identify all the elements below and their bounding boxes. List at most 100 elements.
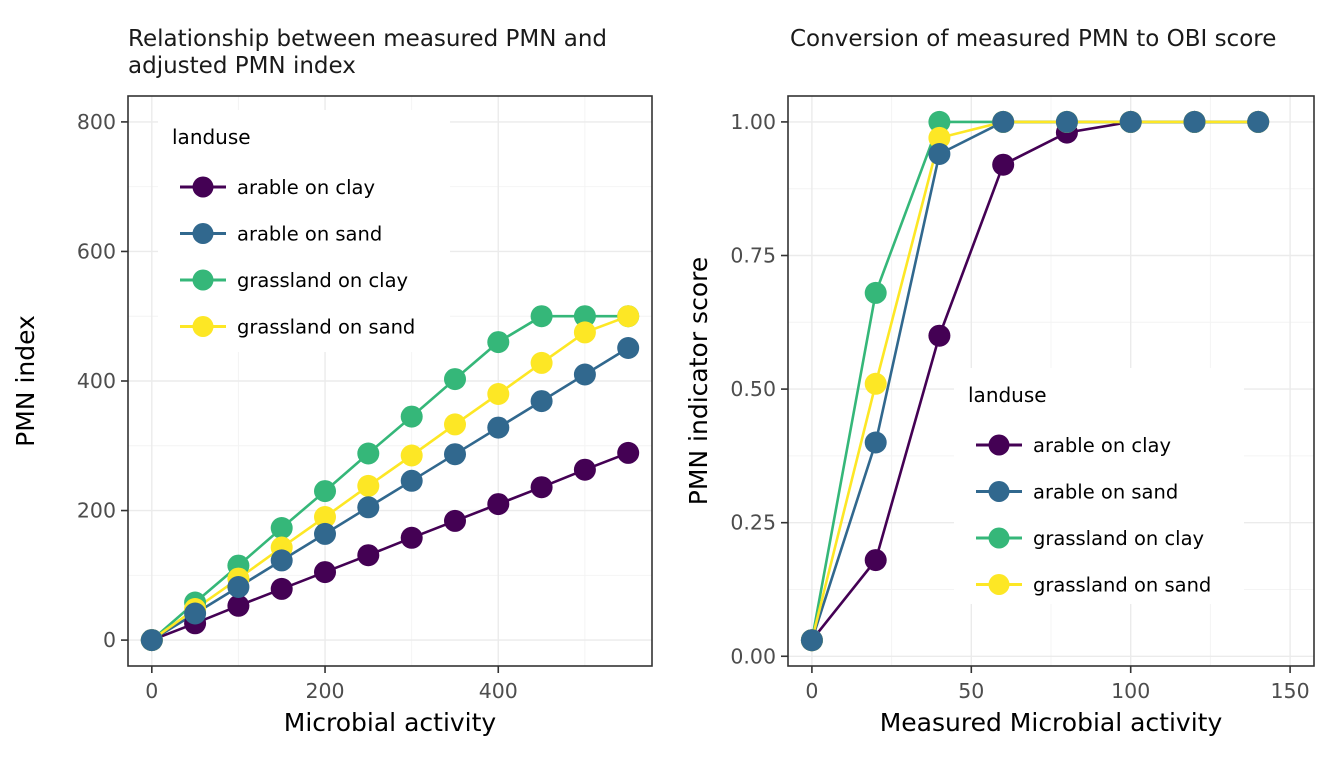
left-chart-title-line2: adjusted PMN index <box>128 53 356 79</box>
data-point-grassland-on-clay <box>400 405 423 428</box>
data-point-grassland-on-sand <box>617 305 640 328</box>
legend-item-label: grassland on sand <box>237 316 415 339</box>
legend-key-dot <box>988 574 1010 595</box>
data-point-grassland-on-sand <box>530 351 553 374</box>
x-tick-label: 200 <box>305 679 344 703</box>
x-tick-label: 400 <box>479 679 518 703</box>
data-point-grassland-on-clay <box>530 305 553 328</box>
legend-key-dot <box>988 481 1010 502</box>
right-panel: 0 50 100 150 0.00 0.25 0.50 0.75 1.00 landuse arab… <box>730 95 1315 703</box>
data-point-grassland-on-sand <box>444 413 466 436</box>
legend: landuse arable on clay arable on sand grass… <box>954 368 1244 604</box>
x-tick-label: 50 <box>958 679 984 703</box>
data-point-arable-on-clay <box>487 493 510 516</box>
data-point-arable-on-clay <box>530 476 553 499</box>
data-point-arable-on-sand <box>1119 110 1142 133</box>
y-tick-label: 0.25 <box>730 511 776 535</box>
y-tick-label: 0.75 <box>730 244 776 268</box>
left-y-axis-label: PMN index <box>11 315 40 447</box>
y-tick-label: 400 <box>77 369 116 393</box>
legend-item-label: arable on clay <box>1033 434 1171 457</box>
legend-item-label: arable on sand <box>237 223 382 246</box>
legend-key-dot <box>988 527 1010 549</box>
data-point-arable-on-clay <box>270 577 293 600</box>
data-point-arable-on-clay <box>400 526 423 549</box>
data-point-arable-on-sand <box>400 469 423 492</box>
legend-item: arable on clay <box>976 434 1171 457</box>
y-tick-label: 0.00 <box>730 644 776 668</box>
x-tick-label: 100 <box>1111 679 1150 703</box>
data-point-arable-on-clay <box>444 509 466 532</box>
y-tick-label: 1.00 <box>730 110 776 134</box>
chart-panels: 0 200 400 0 200 400 600 800 landuse arable on cla… <box>77 95 1315 703</box>
legend-key-dot <box>988 434 1010 456</box>
y-tick-label: 0 <box>103 628 116 652</box>
legend-item-label: grassland on clay <box>237 269 408 292</box>
data-point-arable-on-sand <box>1055 110 1078 133</box>
data-point-arable-on-clay <box>227 594 250 617</box>
left-chart-title-line1: Relationship between measured PMN and <box>128 26 607 52</box>
x-tick-label: 0 <box>145 679 158 703</box>
data-point-arable-on-clay <box>357 544 380 567</box>
right-chart-title: Conversion of measured PMN to OBI score <box>790 26 1276 52</box>
data-point-arable-on-clay <box>864 549 887 572</box>
data-point-arable-on-sand <box>928 143 951 165</box>
data-point-arable-on-sand <box>227 576 250 598</box>
x-tick-label: 150 <box>1271 679 1310 703</box>
y-tick-label: 0.50 <box>730 377 776 401</box>
legend-item: grassland on clay <box>180 269 408 292</box>
data-point-arable-on-sand <box>1183 110 1206 133</box>
data-point-grassland-on-clay <box>314 480 336 503</box>
legend: landuse arable on clay arable on sand grass… <box>158 110 450 352</box>
legend-key-dot <box>192 316 214 337</box>
legend-title: landuse <box>968 383 1047 407</box>
legend-item: grassland on sand <box>180 316 415 339</box>
data-point-grassland-on-clay <box>444 368 466 391</box>
legend-title: landuse <box>172 125 251 149</box>
y-tick-label: 200 <box>77 499 116 523</box>
data-point-grassland-on-sand <box>487 383 510 405</box>
data-point-arable-on-sand <box>992 110 1015 133</box>
data-point-grassland-on-clay <box>864 281 887 304</box>
legend-item-label: arable on sand <box>1033 481 1178 504</box>
legend-item: arable on sand <box>180 223 382 246</box>
y-tick-label: 600 <box>77 239 116 263</box>
data-point-arable-on-sand <box>357 496 380 519</box>
data-point-arable-on-sand <box>617 337 640 359</box>
data-point-arable-on-sand <box>573 363 596 386</box>
right-y-axis-label: PMN indicator score <box>684 257 713 505</box>
data-point-arable-on-sand <box>184 602 207 625</box>
legend-key-dot <box>192 176 214 198</box>
data-point-arable-on-sand <box>1247 110 1270 133</box>
data-point-grassland-on-sand <box>314 506 336 528</box>
data-point-arable-on-sand <box>314 522 336 545</box>
legend-item: arable on clay <box>180 176 375 199</box>
data-point-arable-on-clay <box>617 441 640 464</box>
data-point-grassland-on-sand <box>573 321 596 344</box>
data-point-arable-on-sand <box>487 416 510 439</box>
data-point-grassland-on-sand <box>928 126 951 149</box>
data-point-arable-on-clay <box>992 153 1015 176</box>
data-point-arable-on-sand <box>444 443 466 466</box>
left-x-axis-label: Microbial activity <box>284 708 497 737</box>
left-panel: 0 200 400 0 200 400 600 800 landuse arable on cla… <box>77 95 653 703</box>
data-point-arable-on-clay <box>314 561 336 584</box>
data-point-grassland-on-clay <box>573 305 596 328</box>
legend-key-dot <box>192 269 214 291</box>
data-point-arable-on-sand <box>140 629 163 652</box>
right-x-axis-label: Measured Microbial activity <box>880 708 1223 737</box>
data-point-arable-on-sand <box>530 390 553 413</box>
x-tick-label: 0 <box>805 679 818 703</box>
legend-item: grassland on sand <box>976 574 1211 597</box>
data-point-arable-on-clay <box>573 458 596 481</box>
panel-border <box>787 95 1315 667</box>
data-point-grassland-on-clay <box>487 331 510 354</box>
data-point-grassland-on-clay <box>357 442 380 465</box>
y-tick-label: 800 <box>77 110 116 134</box>
legend-item: arable on sand <box>976 481 1178 504</box>
legend-item: grassland on clay <box>976 527 1204 550</box>
legend-key-dot <box>192 223 214 244</box>
data-point-grassland-on-sand <box>400 444 423 467</box>
data-point-grassland-on-sand <box>864 372 887 395</box>
